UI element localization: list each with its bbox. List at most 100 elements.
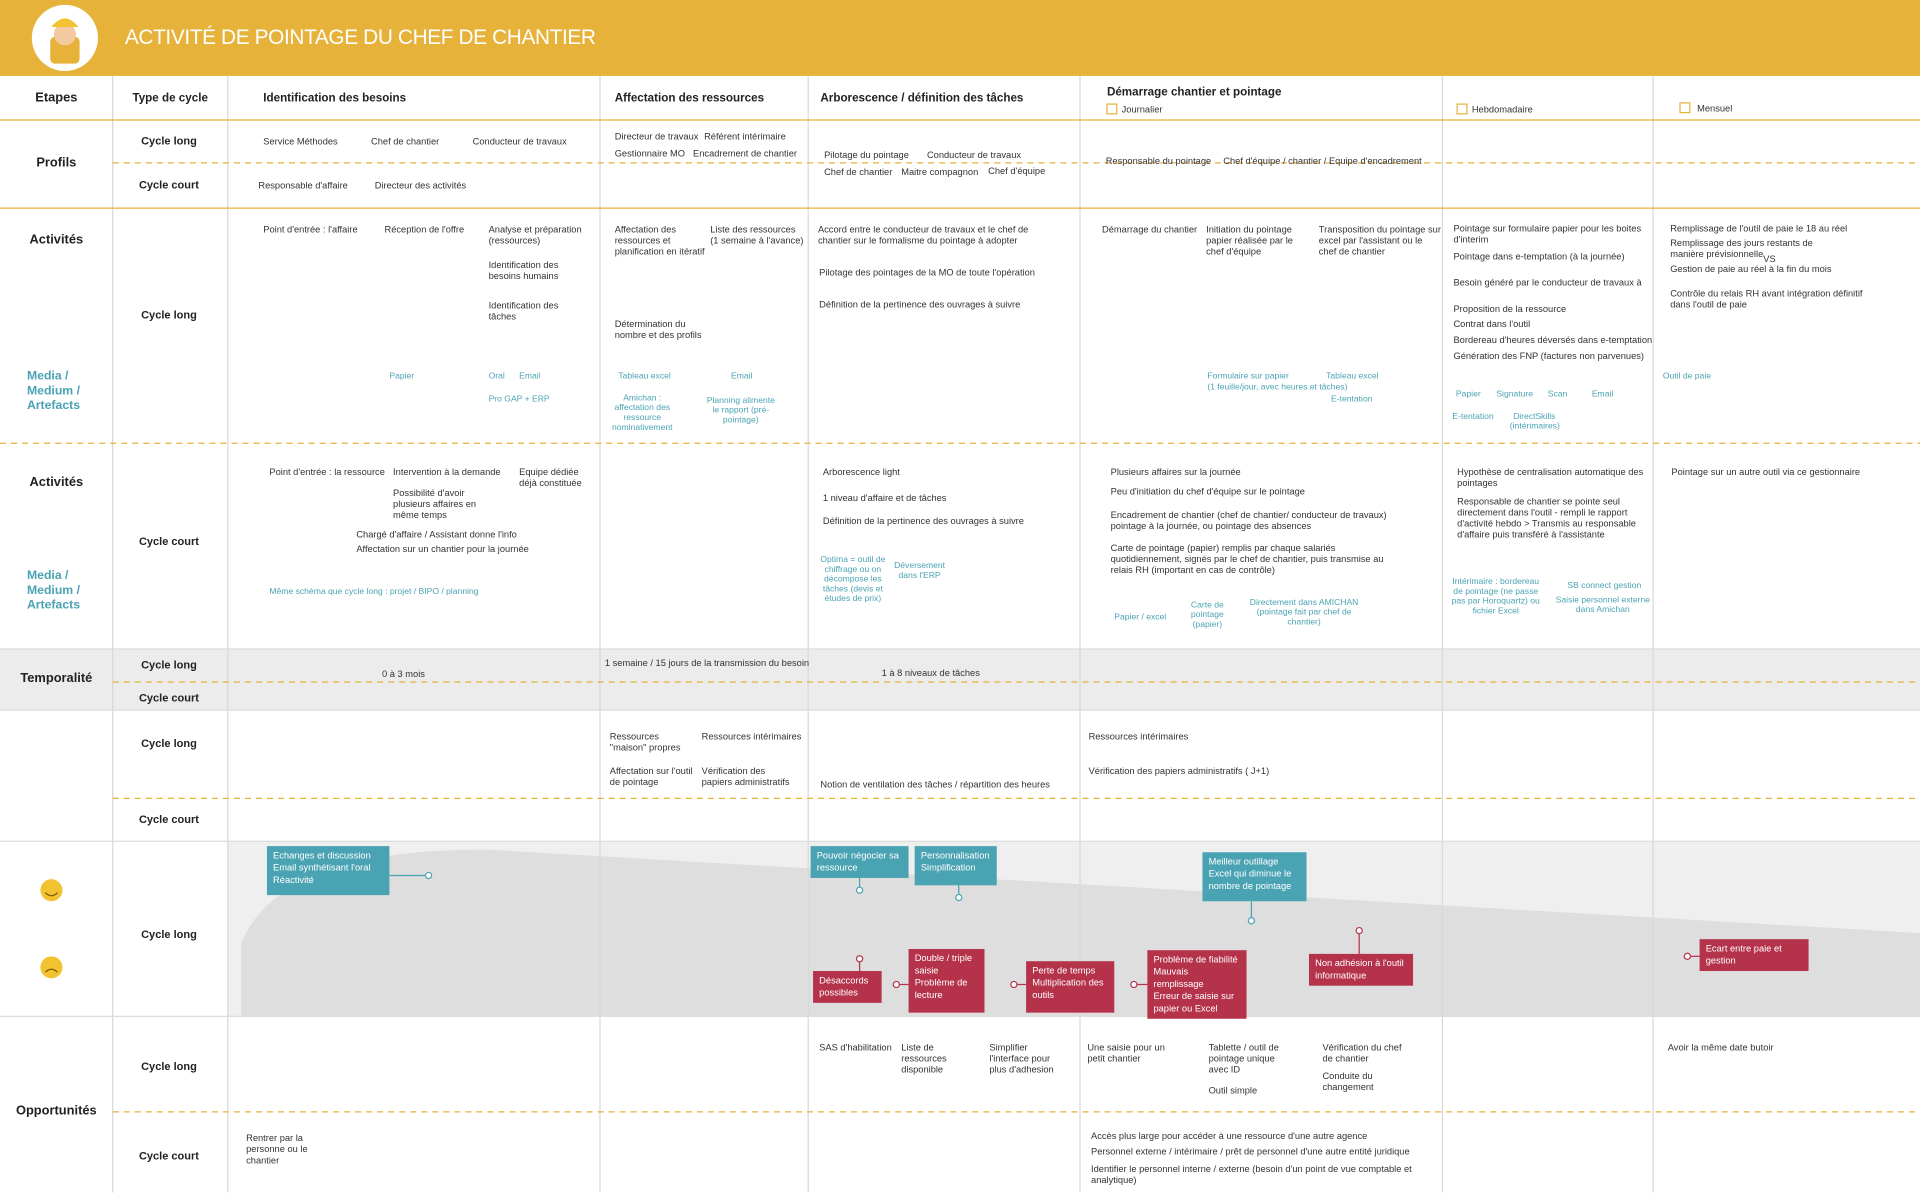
media-note: Papier [1455, 390, 1481, 400]
section-lines [0, 648, 1920, 1017]
box-line: Non adhésion à l'outil informatique [1315, 957, 1404, 981]
media-note: Déversement dans l'ERP [894, 562, 946, 581]
phase-header: Démarrage chantier et pointage [1106, 85, 1282, 100]
calendar-icons [1106, 102, 1691, 115]
note: Encadrement de chantier (chef de chantie… [1110, 509, 1387, 532]
note: Ressources intérimaires [1088, 731, 1189, 743]
note: 1 niveau d'affaire et de tâches [822, 492, 947, 504]
avatar-helmet [51, 18, 79, 27]
note: Chargé d'affaire / Assistant donne l'inf… [356, 528, 517, 541]
note: Chef de chantier [371, 135, 440, 147]
box-line: Email synthétisant l'oral [273, 862, 371, 874]
connectors-neg [855, 926, 1700, 989]
note: Conduite du changement [1322, 1070, 1374, 1093]
note: Rentrer par la personne ou le chantier [246, 1132, 308, 1166]
media-note: Intérimaire : bordereau de pointage (ne … [1451, 577, 1540, 616]
note: Chef d'équipe / chantier / Equipe d'enca… [1223, 155, 1422, 167]
note: Liste des ressources (1 semaine à l'avan… [710, 224, 804, 247]
phase-header: Affectation des ressources [614, 91, 765, 106]
note: Conducteur de travaux [926, 149, 1022, 161]
note: VS [1763, 253, 1776, 265]
page-title: ACTIVITÉ DE POINTAGE DU CHEF DE CHANTIER [124, 25, 596, 49]
note: Ressources "maison" propres [609, 731, 681, 754]
media-note: Email [731, 372, 753, 381]
note: Responsable du pointage [1105, 155, 1212, 167]
note: Chef de chantier [824, 166, 893, 178]
frequency-label: Mensuel [1697, 102, 1733, 114]
note: Responsable de chantier se pointe seul d… [1457, 495, 1636, 541]
note: Analyse et préparation (ressources) [488, 224, 582, 247]
note: 0 à 3 mois [382, 668, 425, 680]
avatar-body [50, 36, 80, 64]
note: Remplissage des jours restants de manièr… [1670, 237, 1813, 260]
cycle-label: Cycle long [141, 737, 197, 750]
media-note: Pro GAP + ERP [488, 395, 550, 405]
note: Définition de la pertinence des ouvrages… [819, 298, 1021, 310]
note: Vérification des papiers administratifs [701, 765, 790, 788]
note: Définition de la pertinence des ouvrages… [822, 515, 1024, 527]
note: Pilotage des pointages de la MO de toute… [819, 266, 1035, 278]
note: Proposition de la ressource [1453, 303, 1567, 315]
note: Contrat dans l'outil [1453, 318, 1531, 330]
box-line: Désaccords possibles [819, 974, 869, 998]
cycle-label: Cycle long [141, 658, 197, 672]
media-label: Media / Medium / Artefacts [26, 369, 81, 413]
row-label: Activités [29, 232, 84, 248]
media-note: Signature [1496, 390, 1534, 400]
note: Besoin généré par le conducteur de trava… [1453, 276, 1642, 288]
box-line: Pouvoir négocier sa ressource [816, 849, 899, 874]
note: Ressources intérimaires [701, 731, 802, 743]
box-line: Multiplication des outils [1032, 977, 1104, 1001]
note: Personnel externe / intérimaire / prêt d… [1091, 1146, 1410, 1158]
cycle-label: Cycle long [141, 134, 197, 147]
note: Pointage sur formulaire papier pour les … [1453, 222, 1642, 245]
row-label: Activités [29, 475, 84, 490]
note: Directeur des activités [374, 180, 467, 192]
note: Outil simple [1208, 1084, 1258, 1096]
pain-box: Désaccords possibles [813, 971, 882, 1003]
note: Gestion de paie au réel à la fin du mois [1670, 263, 1832, 275]
note: Maitre compagnon [901, 166, 979, 178]
note: Réception de l'offre [384, 224, 465, 236]
media-note: (1 feuille/jour, avec heures et tâches) [1207, 383, 1348, 392]
media-note: Tableau excel [1326, 372, 1379, 381]
note: Accès plus large pour accéder à une ress… [1091, 1130, 1368, 1142]
media-note: Même schéma que cycle long : projet / BI… [269, 587, 479, 597]
note: Carte de pointage (papier) remplis par c… [1110, 542, 1384, 576]
note: Conducteur de travaux [472, 135, 567, 147]
pain-box: Problème de fiabilité Mauvais remplissage… [1147, 950, 1247, 1019]
column-header: Type de cycle [132, 91, 208, 106]
media-note: Carte de pointage (papier) [1190, 601, 1224, 630]
cycle-label: Cycle long [141, 308, 197, 321]
connectors [389, 871, 1256, 925]
cycle-label: Cycle court [138, 691, 199, 705]
box-line: Problème de fiabilité [1153, 953, 1238, 965]
media-note: Saisie personnel externe dans Amichan [1555, 596, 1651, 615]
media-note: Papier / excel [1114, 613, 1167, 623]
gain-box: Personnalisation Simplification [914, 846, 997, 886]
pain-box: Non adhésion à l'outil informatique [1308, 953, 1414, 986]
pain-box: Double / triple saisie Problème de lectur… [908, 948, 985, 1013]
media-label: Media / Medium / Artefacts [26, 569, 81, 613]
media-note: Formulaire sur papier [1207, 372, 1289, 381]
note: Identification des besoins humains [488, 259, 559, 282]
row-label: Opportunités [15, 1103, 97, 1118]
note: Equipe dédiée déjà constituée [519, 466, 582, 489]
media-note: Tableau excel [618, 372, 671, 381]
note: Gestionnaire MO [614, 148, 685, 160]
note: Pointage dans e-temptation (à la journée… [1453, 251, 1625, 263]
media-note: Scan [1547, 390, 1568, 400]
media-note: Email [519, 372, 541, 381]
media-note: E-tentation [1331, 395, 1373, 405]
note: Référent intérimaire [704, 131, 786, 143]
box-line: Double / triple saisie [914, 952, 973, 976]
gain-box: Echanges et discussion Email synthétisant… [266, 846, 390, 896]
note: Affectation sur l'outil de pointage [609, 765, 693, 788]
note: SAS d'habilitation [819, 1042, 892, 1054]
note: Notion de ventilation des tâches / répar… [820, 778, 1050, 790]
box-line: Meilleur outillage Excel qui diminue le … [1208, 855, 1292, 892]
cycle-label: Cycle long [141, 928, 197, 941]
smileys [40, 879, 63, 979]
note: Intervention à la demande [393, 466, 501, 478]
